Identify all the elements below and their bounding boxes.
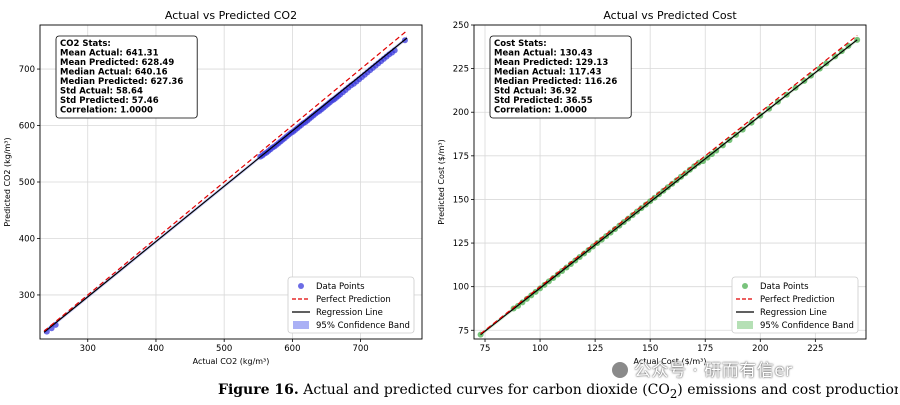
chart-1: 300 400 500 600 700 300 400 500 600 700 Actual vs … [3, 9, 423, 366]
y-tick-label: 400 [19, 234, 35, 244]
y-tick-label: 175 [453, 152, 469, 162]
stats-line: Correlation: 1.0000 [494, 106, 587, 116]
wechat-logo-icon [612, 362, 628, 378]
stats-line: Median Predicted: 116.26 [494, 77, 617, 87]
y-tick-label: 225 [453, 65, 469, 75]
legend-frame [287, 276, 415, 334]
x-axis-label: Actual CO2 (kg/m³) [193, 357, 270, 366]
y-axis-label: Predicted Cost ($/m³) [437, 139, 446, 224]
y-tick-label: 600 [19, 122, 35, 132]
x-tick-label: 600 [284, 344, 300, 354]
y-tick-label: 125 [453, 239, 469, 249]
legend: Data Points Perfect Prediction Regression … [731, 276, 859, 334]
legend: Data Points Perfect Prediction Regression … [287, 276, 415, 334]
x-tick-label: 500 [216, 344, 232, 354]
legend-entry: Data Points [316, 282, 365, 292]
stats-line: Std Predicted: 36.55 [494, 96, 593, 106]
watermark-text: 公众号 · 研而有信er [634, 361, 793, 381]
chart-title: Actual vs Predicted Cost [603, 9, 737, 22]
perfect-prediction-line [43, 30, 408, 332]
y-tick-label: 150 [453, 195, 469, 205]
legend-entry: Data Points [760, 282, 809, 292]
legend-marker-points [298, 283, 304, 289]
y-tick-label: 500 [19, 178, 35, 188]
stats-line: Std Actual: 58.64 [60, 87, 143, 97]
y-tick-label: 250 [453, 21, 469, 31]
stats-line: Median Actual: 640.16 [60, 68, 168, 78]
y-axis-label: Predicted CO2 (kg/m³) [3, 137, 12, 226]
legend-entry: 95% Confidence Band [760, 321, 854, 331]
stats-line: Std Predicted: 57.46 [60, 96, 159, 106]
x-tick-label: 400 [148, 344, 164, 354]
stats-line: Correlation: 1.0000 [60, 106, 153, 116]
figure-caption: Figure 16. Actual and predicted curves f… [218, 382, 898, 401]
y-tick-label: 700 [19, 65, 35, 75]
x-axis-label: Actual Cost ($/m³) [634, 357, 707, 366]
stats-line: Median Actual: 117.43 [494, 68, 602, 78]
stats-line: Std Actual: 36.92 [494, 87, 577, 97]
stats-line: CO2 Stats: [60, 39, 111, 49]
x-tick-label: 125 [587, 344, 603, 354]
stats-line: Mean Predicted: 628.49 [60, 58, 174, 68]
plot-frame [473, 24, 867, 340]
x-tick-label: 100 [532, 344, 548, 354]
stats-line: Mean Actual: 641.31 [60, 49, 159, 59]
y-tick-label: 200 [453, 108, 469, 118]
legend-frame [731, 276, 859, 334]
data-point [691, 163, 698, 170]
stats-line: Cost Stats: [494, 39, 547, 49]
x-tick-label: 200 [752, 344, 768, 354]
y-tick-label: 75 [458, 326, 469, 336]
caption-text-end: ) emissions and cost production of [677, 382, 898, 398]
perfect-prediction-line [480, 34, 858, 335]
caption-label: Figure 16. [218, 382, 299, 398]
regression-line [480, 39, 858, 336]
y-tick-label: 300 [19, 291, 35, 301]
regression-line [43, 37, 408, 333]
stats-box-frame [55, 35, 198, 119]
legend-marker-band [737, 321, 753, 329]
x-tick-label: 75 [480, 344, 491, 354]
legend-entry: Regression Line [760, 308, 827, 318]
legend-entry: Perfect Prediction [316, 295, 391, 305]
legend-entry: 95% Confidence Band [316, 321, 410, 331]
legend-entry: Regression Line [316, 308, 383, 318]
x-tick-label: 700 [352, 344, 368, 354]
x-tick-label: 300 [80, 344, 96, 354]
caption-text: Actual and predicted curves for carbon d… [303, 382, 670, 398]
stats-line: Mean Actual: 130.43 [494, 49, 593, 59]
x-tick-label: 175 [697, 344, 713, 354]
caption-subscript: 2 [669, 386, 678, 401]
legend-entry: Perfect Prediction [760, 295, 835, 305]
legend-marker-band [293, 321, 309, 329]
chart-2: 75 100 125 150 175 200 225 75 100 125 150 175 200 225… [437, 9, 867, 366]
stats-box-frame [489, 35, 632, 119]
x-tick-label: 150 [642, 344, 658, 354]
legend-marker-points [742, 283, 748, 289]
watermark: 公众号 · 研而有信er [612, 356, 793, 381]
chart-title: Actual vs Predicted CO2 [165, 9, 297, 22]
y-tick-label: 100 [453, 283, 469, 293]
stats-line: Median Predicted: 627.36 [60, 77, 183, 87]
stats-line: Mean Predicted: 129.13 [494, 58, 608, 68]
x-tick-label: 225 [807, 344, 823, 354]
